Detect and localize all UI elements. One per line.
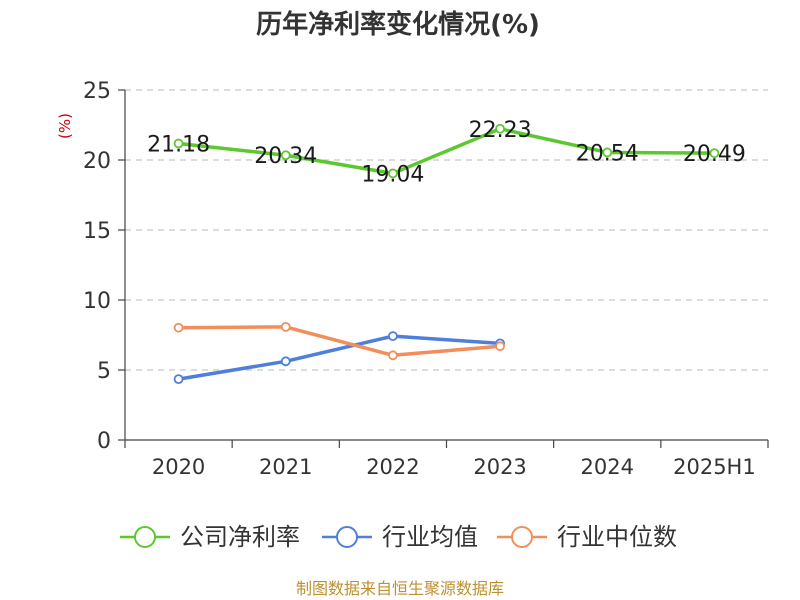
data-label: 21.18 bbox=[147, 132, 210, 157]
legend-marker-2 bbox=[336, 526, 358, 548]
series-point-2 bbox=[280, 356, 291, 367]
data-label: 20.54 bbox=[576, 141, 639, 166]
series-point-1 bbox=[709, 148, 720, 159]
series-point-1 bbox=[173, 138, 184, 149]
series-line-1 bbox=[178, 127, 715, 176]
legend-label-2[interactable]: 行业均值 bbox=[382, 523, 478, 551]
data-labels: 21.18 20.34 19.04 22.23 20.54 20.49 bbox=[147, 118, 746, 188]
chart-title: 历年净利率变化情况(%) bbox=[256, 9, 540, 40]
legend-label-1[interactable]: 公司净利率 bbox=[180, 523, 300, 551]
series-point-3 bbox=[173, 322, 184, 333]
series-point-3 bbox=[280, 321, 291, 332]
series-point-3 bbox=[495, 341, 505, 352]
legend-label-3[interactable]: 行业中位数 bbox=[557, 523, 677, 551]
legend-marker-1 bbox=[134, 526, 156, 548]
series bbox=[173, 123, 720, 385]
data-label: 20.34 bbox=[254, 144, 317, 169]
axes: 0 5 10 15 20 25 2020 2021 2022 2023 2024 2025H1 bbox=[83, 79, 769, 479]
series-point-1 bbox=[388, 168, 398, 179]
y-tick-label: 10 bbox=[83, 289, 111, 314]
series-point-1 bbox=[280, 150, 291, 161]
x-tick-label: 2021 bbox=[259, 455, 312, 479]
y-axis-unit-label: (%) bbox=[56, 113, 74, 139]
grid bbox=[125, 89, 768, 371]
series-point-3 bbox=[388, 350, 398, 361]
series-point-1 bbox=[602, 147, 613, 158]
series-line-2 bbox=[178, 334, 501, 381]
legend-marker-3 bbox=[511, 526, 533, 548]
source-note: 制图数据来自恒生聚源数据库 bbox=[296, 579, 504, 598]
y-tick-label: 25 bbox=[83, 79, 111, 104]
series-point-2 bbox=[388, 331, 398, 342]
y-tick-label: 5 bbox=[97, 359, 111, 384]
y-tick-label: 0 bbox=[97, 429, 111, 454]
data-label: 22.23 bbox=[469, 118, 532, 143]
series-line-3 bbox=[178, 325, 501, 358]
y-tick-label: 20 bbox=[83, 149, 111, 174]
x-tick-label: 2022 bbox=[366, 455, 419, 479]
series-point-2 bbox=[173, 374, 184, 385]
legend[interactable]: 公司净利率 行业均值 行业中位数 bbox=[120, 523, 677, 551]
y-tick-label: 15 bbox=[83, 219, 111, 244]
x-tick-label: 2023 bbox=[473, 455, 526, 479]
x-tick-label: 2020 bbox=[152, 455, 205, 479]
x-tick-label: 2024 bbox=[581, 455, 634, 479]
series-point-1 bbox=[495, 123, 505, 134]
x-tick-label: 2025H1 bbox=[673, 455, 756, 479]
data-label: 19.04 bbox=[361, 162, 424, 187]
data-label: 20.49 bbox=[683, 142, 746, 167]
